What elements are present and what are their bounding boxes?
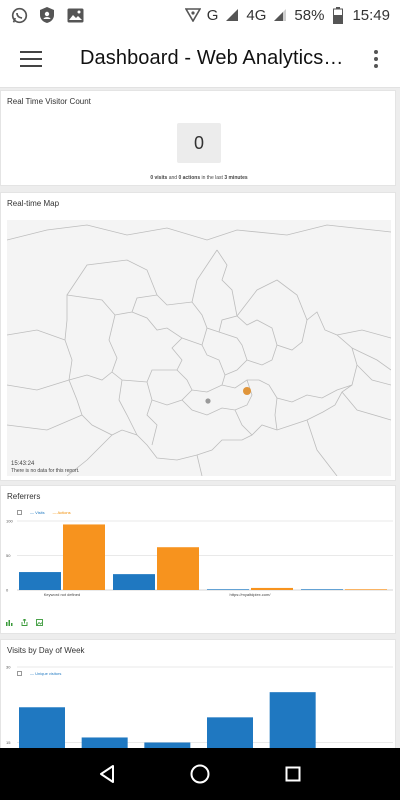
recents-button[interactable] (273, 754, 313, 794)
shield-icon (38, 6, 56, 24)
signal-strength-icon (271, 6, 289, 24)
map-no-data-message: There is no data for this report. (11, 468, 80, 474)
realtime-visitor-count-widget: Real Time Visitor Count 0 0 visits and 0… (0, 90, 396, 186)
bar-unique-visitors[interactable] (81, 737, 128, 748)
chart-legend: — Unique visitors (17, 671, 61, 676)
visits-by-day-widget: Visits by Day of Week — Unique visitors … (0, 639, 396, 748)
page-title: Dashboard - Web Analytics… (80, 47, 344, 69)
series-picker-icon[interactable] (17, 671, 22, 676)
chart-legend: — Visits — Actions (17, 510, 71, 515)
image-export-icon[interactable] (36, 619, 43, 626)
widget-footer-toolbar (6, 619, 43, 626)
map-canvas[interactable]: 15:43:24 There is no data for this repor… (6, 220, 392, 477)
widget-title: Real-time Map (7, 199, 60, 208)
back-button[interactable] (87, 754, 127, 794)
widget-title: Visits by Day of Week (7, 646, 85, 655)
back-triangle-icon (99, 765, 114, 783)
bar-actions[interactable] (251, 587, 293, 590)
app-bar: Dashboard - Web Analytics… (0, 30, 400, 88)
referrers-bar-chart: 100 50 0 Keyword not defined https://myaltdp… (6, 519, 393, 597)
export-icon[interactable] (21, 619, 28, 626)
bar-actions[interactable] (345, 589, 387, 590)
system-navigation-bar (0, 748, 400, 800)
status-bar: G 4G 58% 15:49 (0, 0, 400, 30)
x-category-label: Keyword not defined (44, 592, 80, 597)
signal-icon (223, 6, 241, 24)
widget-title: Referrers (7, 492, 41, 501)
vpn-key-icon (184, 6, 202, 24)
hamburger-icon (20, 50, 42, 67)
y-tick-label: 30 (6, 665, 11, 670)
legend-actions[interactable]: — Actions (52, 510, 71, 515)
network-type-4g: 4G (246, 6, 267, 24)
referrers-widget: Referrers — Visits — Actions 100 50 0 Keywo… (0, 485, 396, 634)
clock: 15:49 (352, 6, 390, 24)
widget-title: Real Time Visitor Count (7, 97, 91, 106)
bar-unique-visitors[interactable] (207, 717, 253, 748)
visits-by-day-bar-chart: 30 15 (6, 665, 393, 749)
visitor-summary: 0 visits and 0 actions in the last 3 min… (150, 175, 248, 181)
y-tick-label: 15 (6, 740, 11, 745)
bar-chart-icon[interactable] (6, 619, 13, 626)
battery-icon (329, 6, 347, 24)
y-tick-label: 50 (6, 553, 11, 558)
legend-visits[interactable]: — Visits (30, 510, 45, 515)
menu-button[interactable] (0, 30, 62, 88)
bar-visits[interactable] (19, 572, 61, 590)
legend-unique-visitors[interactable]: — Unique visitors (30, 671, 62, 676)
bar-actions[interactable] (63, 524, 105, 590)
bar-unique-visitors[interactable] (19, 707, 65, 748)
home-button[interactable] (180, 754, 220, 794)
bar-visits[interactable] (113, 574, 155, 590)
map-timestamp: 15:43:24 (11, 461, 35, 467)
network-type-g: G (206, 6, 219, 24)
home-circle-icon (190, 764, 210, 784)
map-visitor-dot[interactable] (205, 398, 211, 404)
country-map (6, 224, 392, 477)
bar-unique-visitors[interactable] (269, 692, 316, 748)
y-tick-label: 100 (6, 519, 13, 524)
x-category-label: https://myaltdpiex.com/ (230, 592, 272, 597)
realtime-map-widget: Real-time Map (0, 192, 396, 481)
map-visitor-dot[interactable] (243, 387, 251, 395)
series-picker-icon[interactable] (17, 510, 22, 515)
dashboard-content[interactable]: Real Time Visitor Count 0 0 visits and 0… (0, 88, 400, 748)
whatsapp-icon (10, 6, 28, 24)
bar-visits[interactable] (207, 589, 249, 590)
battery-percent: 58% (294, 6, 325, 24)
image-icon (66, 6, 84, 24)
bar-unique-visitors[interactable] (144, 742, 191, 749)
recents-square-icon (285, 766, 301, 782)
overflow-menu-button[interactable] (352, 30, 400, 88)
bar-visits[interactable] (301, 589, 343, 590)
visitor-counter: 0 (177, 123, 221, 163)
more-vert-icon (374, 49, 378, 68)
bar-actions[interactable] (157, 547, 199, 590)
y-tick-label: 0 (6, 588, 9, 593)
